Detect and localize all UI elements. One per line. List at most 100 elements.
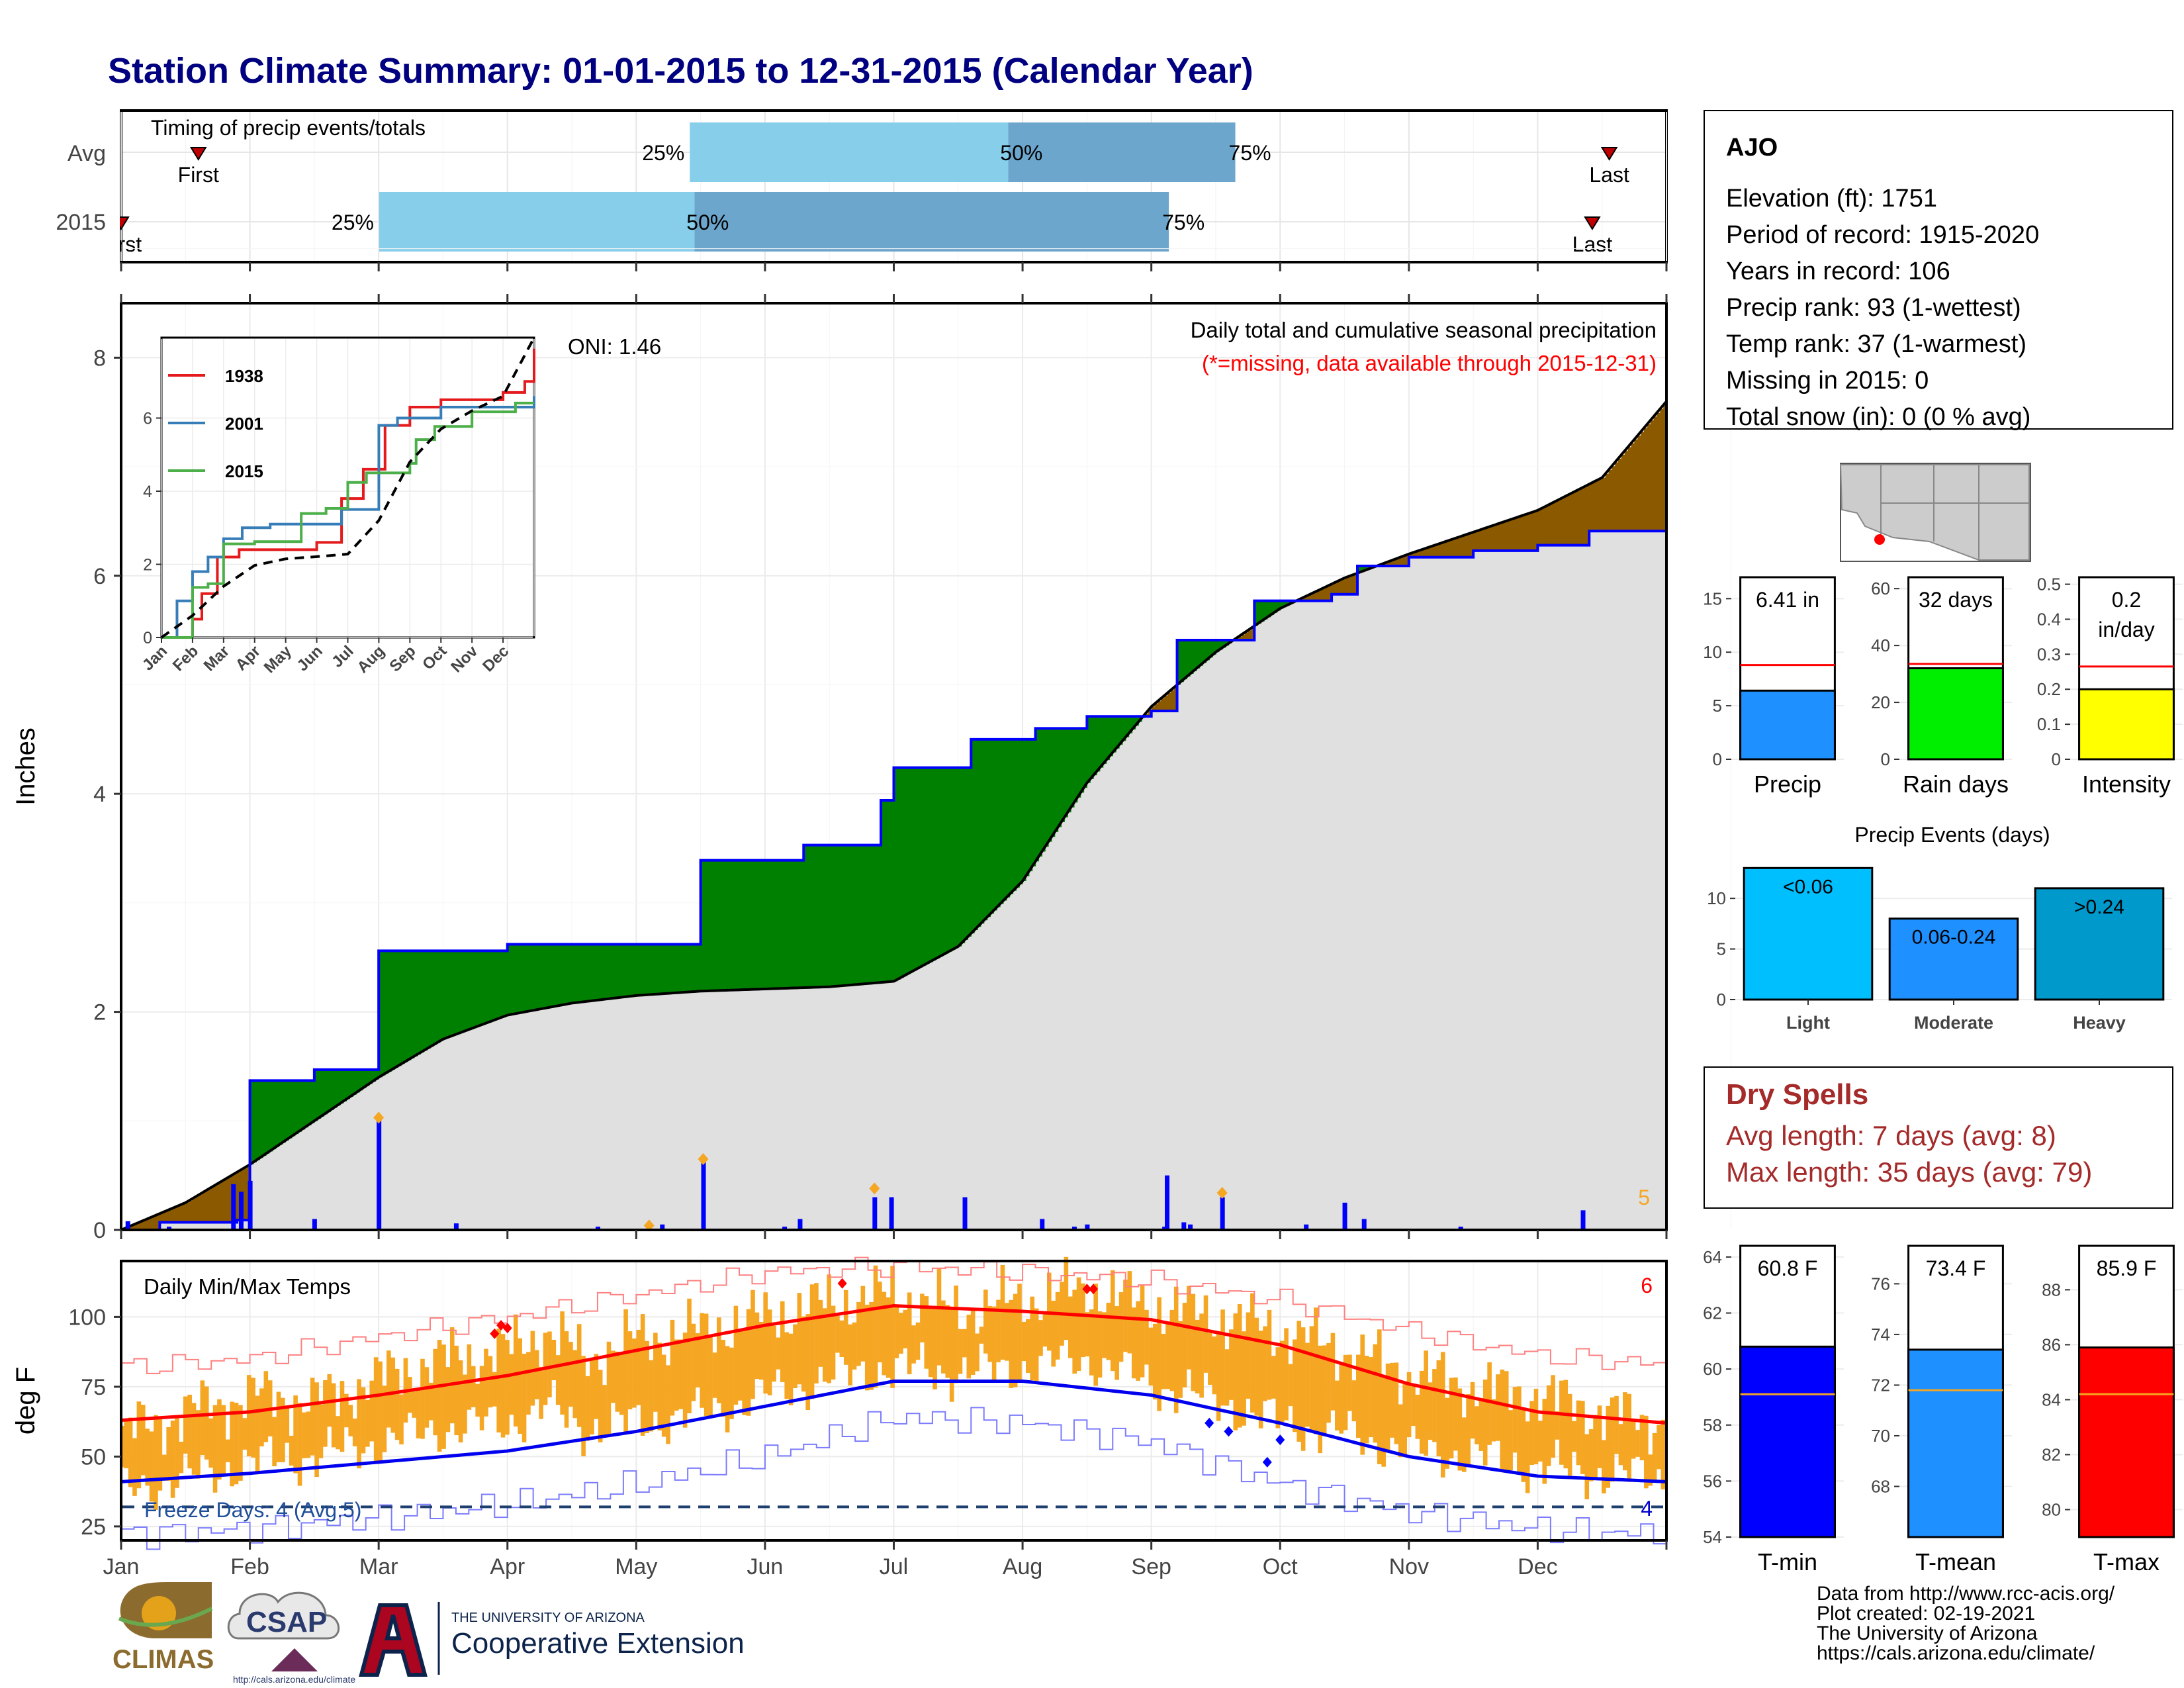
precip-deficit-segment	[1595, 481, 1600, 532]
inset-legend-label: 1938	[225, 366, 263, 386]
temp-daily-bar	[606, 1341, 612, 1434]
temp-daily-bar	[911, 1325, 916, 1364]
timing-first-label: First	[178, 163, 219, 187]
temp-daily-bar	[1631, 1419, 1636, 1459]
precip-surplus-segment	[1019, 739, 1023, 884]
precip-surplus-segment	[1357, 565, 1361, 573]
temp-avg-min-line	[120, 1379, 1667, 1483]
temp-daily-bar	[314, 1382, 319, 1477]
temp-daily-bar	[1424, 1350, 1428, 1456]
temp-daily-bar	[1300, 1327, 1306, 1451]
precip-deficit-segment	[1582, 487, 1586, 545]
temp-daily-bar	[1440, 1352, 1445, 1477]
mini-ytick-label: 70	[1871, 1426, 1890, 1446]
temp-daily-bar	[1000, 1264, 1005, 1360]
precip-deficit-segment	[237, 1172, 241, 1221]
precip-surplus-segment	[1125, 716, 1130, 737]
precip-surplus-segment	[549, 944, 553, 1008]
temp-daily-bar	[1123, 1280, 1128, 1352]
temp-daily-bar	[941, 1300, 946, 1374]
precip-surplus-segment	[871, 845, 875, 984]
precip-surplus-segment	[674, 944, 679, 993]
temp-daily-bar	[1216, 1331, 1221, 1421]
timing-p25-label: 25%	[642, 141, 684, 165]
temp-record-max-line	[121, 1256, 1667, 1374]
precip-deficit-segment	[1148, 710, 1152, 717]
precip-surplus-segment	[475, 951, 479, 1027]
temp-daily-bar	[962, 1329, 967, 1358]
precip-surplus-segment	[552, 944, 557, 1007]
temp-daily-bar	[1118, 1292, 1124, 1362]
timing-p50-label: 50%	[686, 211, 729, 234]
temp-daily-bar	[1288, 1364, 1293, 1407]
precip-surplus-segment	[1263, 600, 1268, 620]
precip-surplus-segment	[562, 944, 566, 1006]
precip-surplus-segment	[697, 944, 702, 992]
temp-daily-bar	[793, 1324, 797, 1388]
precip-surplus-segment	[704, 860, 707, 992]
precip-deficit-segment	[1560, 498, 1564, 545]
temp-daily-bar	[1584, 1434, 1590, 1499]
precip-surplus-segment	[285, 1080, 289, 1141]
precip-surplus-segment	[1064, 728, 1068, 818]
temp-panel: 25 50 75 100 Jan Feb Mar Apr May Jun Jul Aug Sep Oct…	[11, 1256, 1731, 1579]
precip-surplus-segment	[713, 860, 717, 991]
events-bar	[2034, 887, 2165, 1001]
csap-logo: CSAP http://cals.arizona.edu/climate	[227, 1591, 355, 1685]
temp-daily-bar	[657, 1342, 662, 1430]
temp-daily-bar	[1199, 1313, 1204, 1398]
temp-daily-bar	[378, 1361, 383, 1463]
month-label: Oct	[1263, 1554, 1298, 1579]
precip-surplus-segment	[382, 951, 386, 1076]
precip-surplus-segment	[433, 951, 437, 1045]
precip-surplus-segment	[491, 951, 495, 1021]
temp-ytick-label: 100	[68, 1305, 106, 1330]
temp-daily-bar	[560, 1311, 565, 1415]
mini-ytick-label: 0	[1713, 749, 1722, 769]
mini-chart-intensity: 0.2 in/day 0 0.1 0.2 0.3 0.4 0.5 Intensity	[2037, 575, 2183, 798]
mini-bar-value-label: 73.4 F	[1926, 1256, 1986, 1280]
temp-daily-bar	[1373, 1344, 1378, 1443]
precip-surplus-segment	[498, 951, 502, 1019]
precip-surplus-segment	[443, 951, 447, 1039]
events-bar	[1743, 867, 1874, 1001]
station-info-line: Total snow (in): 0 (0 % avg)	[1726, 403, 2030, 431]
mini-ytick-label: 20	[1871, 692, 1890, 712]
precip-surplus-segment	[623, 944, 627, 998]
precip-surplus-segment	[407, 951, 412, 1060]
temp-daily-bar	[408, 1377, 412, 1413]
precip-surplus-segment	[997, 739, 1001, 908]
temp-daily-bar	[809, 1284, 815, 1399]
temp-daily-bar	[1555, 1411, 1560, 1440]
precip-surplus-segment	[1187, 639, 1191, 677]
precip-daily-bar	[1458, 1227, 1463, 1230]
precip-deficit-segment	[175, 1207, 180, 1223]
precip-deficit-segment	[1631, 443, 1635, 532]
temp-daily-bar	[246, 1375, 251, 1457]
precip-daily-bar	[125, 1221, 130, 1230]
precip-surplus-segment	[739, 860, 743, 990]
temp-daily-bar	[500, 1334, 506, 1438]
precip-surplus-segment	[565, 944, 569, 1005]
temp-daily-bar	[1173, 1286, 1179, 1413]
temp-daily-bar	[882, 1291, 887, 1376]
temp-daily-bar	[991, 1306, 997, 1380]
precip-deficit-segment	[1332, 584, 1336, 594]
precip-surplus-segment	[1061, 728, 1065, 822]
precip-surplus-segment	[1099, 716, 1104, 768]
precip-surplus-segment	[700, 860, 705, 992]
precip-deficit-segment	[1547, 505, 1551, 545]
temp-daily-bar	[458, 1360, 463, 1443]
temp-daily-bar	[1212, 1336, 1217, 1395]
temp-daily-bar	[903, 1309, 908, 1348]
precip-deficit-segment	[201, 1193, 206, 1223]
temp-daily-bar	[1360, 1334, 1365, 1455]
precip-deficit-segment	[1537, 510, 1541, 545]
temp-daily-bar	[818, 1299, 823, 1367]
precip-deficit-segment	[1354, 574, 1358, 594]
temp-daily-bar	[987, 1305, 993, 1362]
precip-deficit-segment	[1306, 596, 1310, 601]
temp-daily-bar	[598, 1370, 603, 1442]
precip-deficit-segment	[179, 1205, 183, 1223]
precip-surplus-segment	[935, 767, 940, 959]
